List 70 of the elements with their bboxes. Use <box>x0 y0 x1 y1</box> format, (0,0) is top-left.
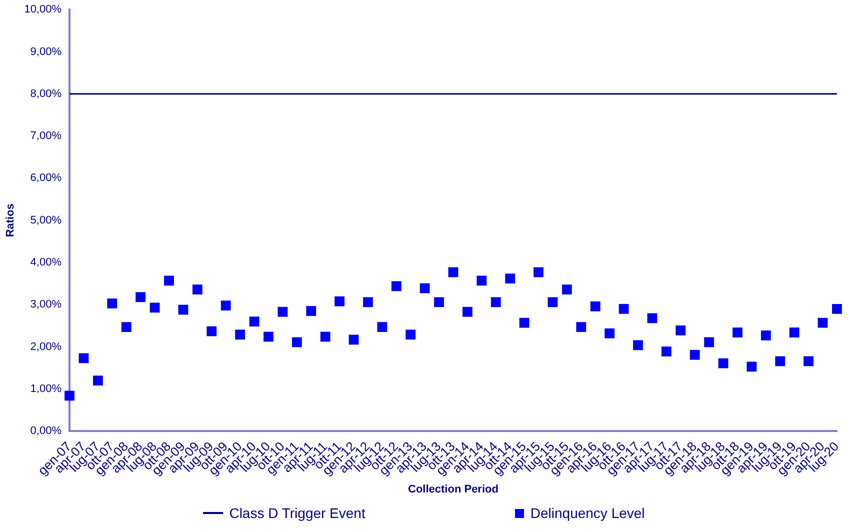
point <box>647 313 658 324</box>
y-axis-title: Ratios <box>4 204 17 238</box>
point <box>804 356 814 366</box>
point <box>832 304 842 314</box>
point <box>534 267 544 278</box>
point <box>690 350 700 360</box>
y-tick-label: 0,00% <box>30 425 62 438</box>
legend-label: Delinquency Level <box>530 505 645 521</box>
point <box>818 318 828 328</box>
point <box>760 330 771 340</box>
point <box>320 332 330 342</box>
y-tick-label: 10,00% <box>24 4 62 16</box>
point <box>618 304 629 314</box>
point <box>505 274 516 284</box>
point <box>150 302 160 313</box>
point <box>164 276 174 286</box>
point <box>462 306 472 317</box>
point <box>490 297 501 308</box>
point <box>264 332 274 342</box>
point <box>732 328 742 338</box>
point <box>676 325 686 336</box>
y-tick-label: 5,00% <box>30 214 62 226</box>
point <box>107 298 118 308</box>
point <box>746 362 757 372</box>
point <box>476 276 487 286</box>
point <box>292 337 302 348</box>
point <box>718 358 728 368</box>
point <box>235 330 246 340</box>
point <box>278 306 288 317</box>
point <box>249 316 260 326</box>
point <box>590 301 600 312</box>
point <box>363 297 373 308</box>
y-tick-label: 9,00% <box>30 46 62 58</box>
point <box>192 284 202 294</box>
point <box>661 346 672 356</box>
point <box>434 297 444 308</box>
point <box>92 376 103 386</box>
point <box>178 304 188 315</box>
y-tick-label: 8,00% <box>30 88 62 100</box>
y-tick-label: 1,00% <box>30 383 62 396</box>
point <box>121 322 132 332</box>
point <box>391 281 402 292</box>
point <box>420 283 430 294</box>
point <box>78 353 89 364</box>
legend-label: Class D Trigger Event <box>229 505 366 521</box>
point <box>448 267 458 278</box>
y-tick-label: 3,00% <box>30 298 62 311</box>
point <box>348 334 359 345</box>
point <box>377 322 388 332</box>
point <box>64 390 74 401</box>
x-axis-title: Collection Period <box>408 483 498 496</box>
point <box>789 328 800 338</box>
point <box>136 292 146 302</box>
y-tick-label: 7,00% <box>30 130 62 142</box>
point <box>576 322 586 332</box>
point <box>334 296 344 306</box>
point <box>206 326 217 336</box>
y-tick-label: 2,00% <box>30 340 62 353</box>
point <box>220 300 231 310</box>
point <box>306 306 316 316</box>
point <box>604 328 615 338</box>
point <box>704 337 714 348</box>
point <box>775 356 786 366</box>
y-tick-label: 4,00% <box>30 256 62 269</box>
point <box>406 330 416 340</box>
point <box>633 340 643 350</box>
point <box>519 318 530 328</box>
point <box>562 284 572 294</box>
y-tick-label: 6,00% <box>30 172 62 184</box>
point <box>548 297 558 308</box>
